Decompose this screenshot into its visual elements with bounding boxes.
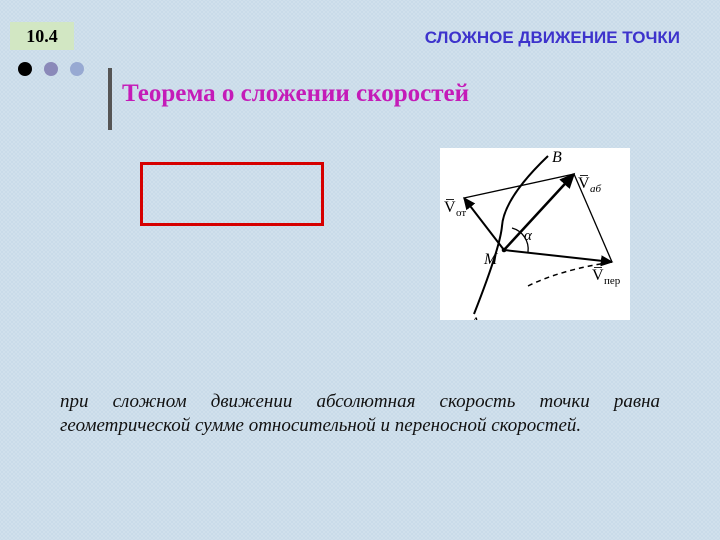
label-b: B bbox=[552, 149, 562, 166]
label-v-ab: V̅аб bbox=[578, 175, 602, 196]
decorative-dots bbox=[18, 62, 84, 76]
dot-icon bbox=[18, 62, 32, 76]
vector-v-ot bbox=[464, 198, 504, 250]
title-divider bbox=[108, 68, 112, 130]
formula-placeholder-box bbox=[140, 162, 324, 226]
velocity-diagram: A B M α V̅от V̅аб V̅пер bbox=[440, 148, 630, 320]
svg-text:от: от bbox=[456, 207, 466, 219]
svg-text:пер: пер bbox=[604, 275, 621, 287]
svg-text:V̅: V̅ bbox=[578, 175, 590, 193]
svg-text:V̅: V̅ bbox=[444, 199, 456, 217]
svg-text:аб: аб bbox=[590, 183, 602, 195]
theorem-statement: при сложном движении абсолютная скорость… bbox=[60, 390, 660, 438]
page-title: Теорема о сложении скоростей bbox=[122, 80, 469, 108]
parallelogram-edge-1 bbox=[464, 174, 574, 198]
trajectory-curve bbox=[474, 156, 548, 314]
label-alpha: α bbox=[524, 228, 533, 244]
slide-number-box: 10.4 bbox=[10, 22, 74, 50]
svg-text:V̅: V̅ bbox=[592, 267, 604, 285]
label-m: M bbox=[483, 251, 499, 268]
dot-icon bbox=[44, 62, 58, 76]
section-header: СЛОЖНОЕ ДВИЖЕНИЕ ТОЧКИ bbox=[425, 28, 680, 48]
slide-number: 10.4 bbox=[26, 26, 58, 47]
vector-v-per bbox=[504, 250, 612, 262]
label-a: A bbox=[469, 315, 480, 320]
title-block: Теорема о сложении скоростей bbox=[122, 80, 469, 108]
point-m bbox=[502, 248, 507, 253]
label-v-per: V̅пер bbox=[592, 267, 621, 288]
label-v-ot: V̅от bbox=[444, 199, 466, 220]
vector-v-ab bbox=[504, 174, 574, 250]
dot-icon bbox=[70, 62, 84, 76]
